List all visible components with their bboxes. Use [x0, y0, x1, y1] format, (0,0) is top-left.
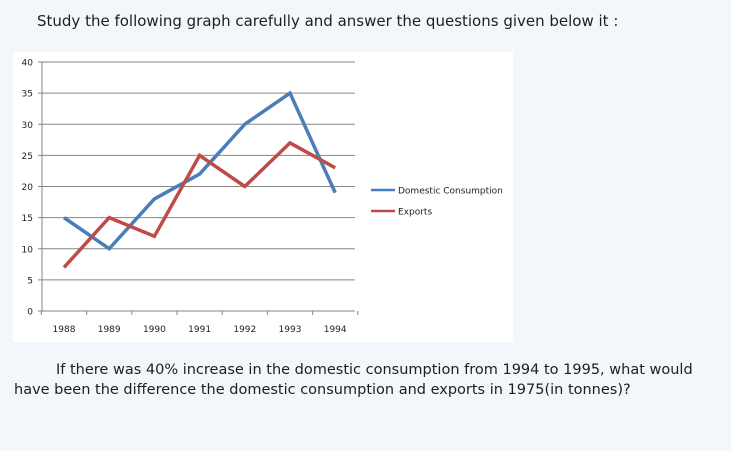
- y-tick-label-35: 35: [22, 90, 33, 100]
- x-tick-label-1993: 1993: [279, 325, 302, 335]
- page-heading: Study the following graph carefully and …: [37, 12, 619, 30]
- chart-panel: 0 5 10 15 20 25 30 35 40 1988 1989 1990 1991 1992 199…: [13, 52, 513, 342]
- series-line-domestic-consumption: [63, 90, 337, 252]
- question-text: If there was 40% increase in the domesti…: [14, 360, 714, 400]
- legend-label-exports: Exports: [398, 208, 432, 218]
- legend-label-domestic-consumption: Domestic Consumption: [398, 187, 503, 197]
- line-chart: 0 5 10 15 20 25 30 35 40 1988 1989 1990 1991 1992 199…: [22, 59, 503, 336]
- series-line-exports: [62, 140, 337, 269]
- y-tick-label-25: 25: [22, 152, 33, 162]
- legend: Domestic Consumption Exports: [371, 187, 503, 218]
- question-body: If there was 40% increase in the domesti…: [14, 362, 693, 398]
- series-lines: [62, 90, 337, 269]
- gridlines: [42, 61, 355, 281]
- y-tick-label-30: 30: [22, 121, 34, 131]
- y-tick-label-40: 40: [22, 59, 34, 69]
- y-tick-label-20: 20: [22, 183, 34, 193]
- y-tick-label-0: 0: [27, 308, 33, 318]
- y-tick-label-15: 15: [22, 214, 33, 224]
- x-tick-label-1992: 1992: [233, 325, 256, 335]
- y-tick-labels: 0 5 10 15 20 25 30 35 40: [22, 59, 34, 318]
- x-tick-labels: 1988 1989 1990 1991 1992 1993 1994: [53, 325, 347, 335]
- x-tick-label-1991: 1991: [188, 325, 211, 335]
- y-tick-label-10: 10: [22, 245, 34, 255]
- y-tick-label-5: 5: [27, 276, 33, 286]
- x-tick-label-1989: 1989: [98, 325, 121, 335]
- x-tick-label-1988: 1988: [53, 325, 76, 335]
- axes: [38, 61, 359, 315]
- x-tick-label-1990: 1990: [143, 325, 166, 335]
- x-tick-label-1994: 1994: [324, 325, 347, 335]
